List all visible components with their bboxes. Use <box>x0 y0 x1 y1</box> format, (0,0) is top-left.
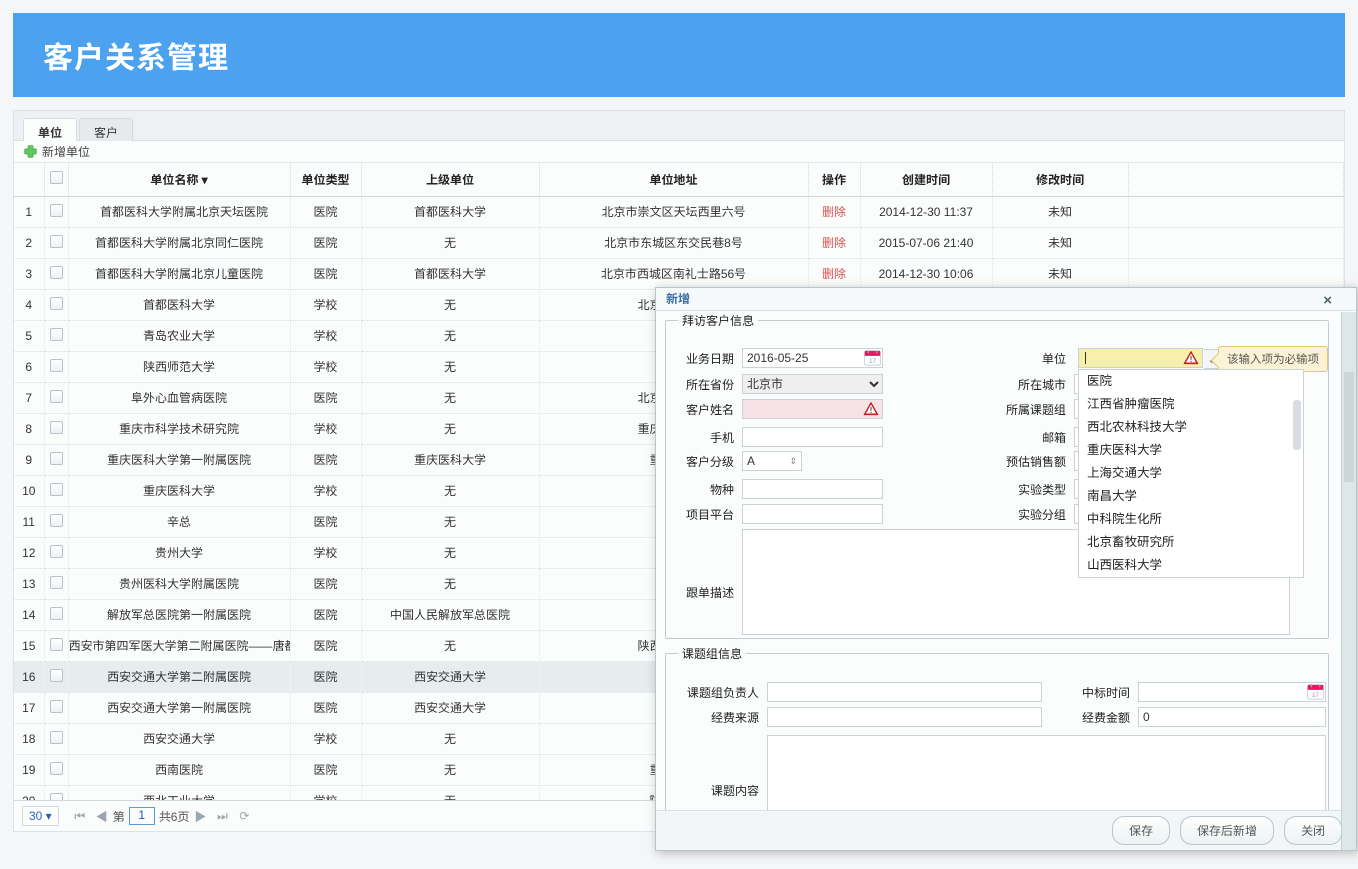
svg-text:17: 17 <box>868 358 876 365</box>
svg-text:17: 17 <box>1311 692 1319 699</box>
